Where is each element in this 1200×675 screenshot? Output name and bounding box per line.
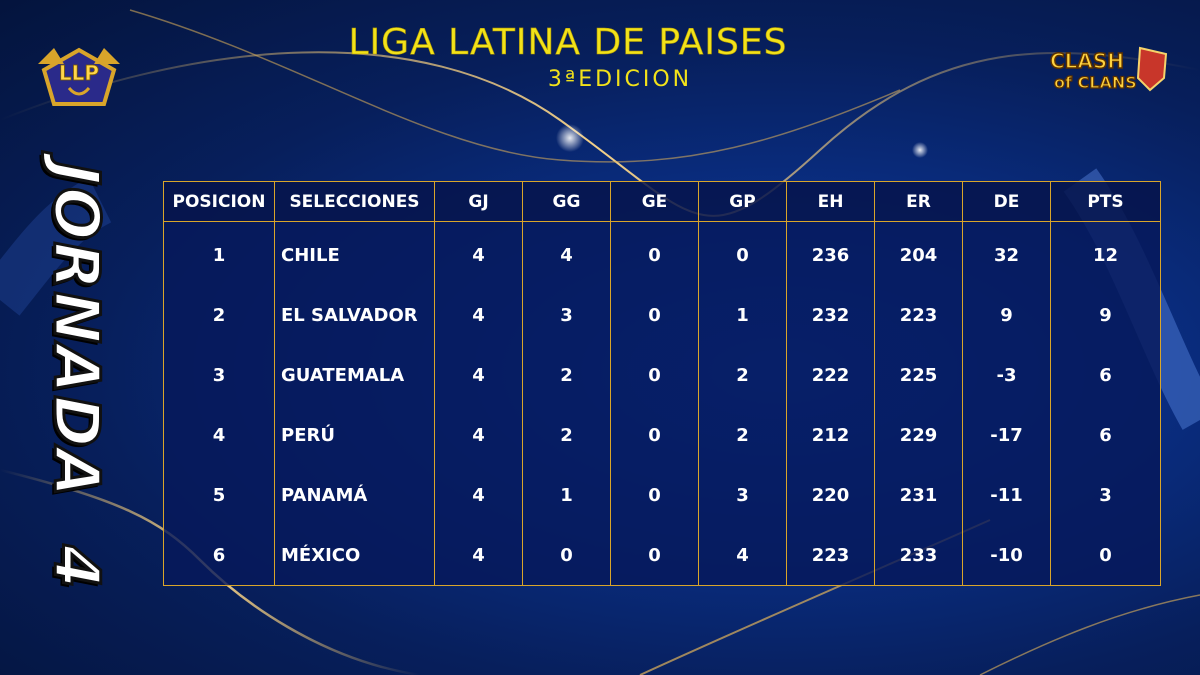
table-row: 6 MÉXICO 4 0 0 4 223 233 -10 0 [163, 525, 1161, 586]
col-header-selecciones: SELECCIONES [274, 181, 435, 222]
cell-er: 225 [874, 345, 963, 405]
standings-table: POSICION SELECCIONES GJ GG GE GP EH ER D… [163, 181, 1161, 586]
cell-posicion: 3 [163, 345, 275, 405]
cell-gg: 0 [522, 525, 611, 586]
cell-gj: 4 [434, 221, 523, 285]
cell-posicion: 2 [163, 285, 275, 345]
cell-de: -17 [962, 405, 1051, 465]
table-row: 5 PANAMÁ 4 1 0 3 220 231 -11 3 [163, 465, 1161, 525]
cell-er: 229 [874, 405, 963, 465]
cell-er: 223 [874, 285, 963, 345]
cell-er: 233 [874, 525, 963, 586]
cell-gp: 3 [698, 465, 787, 525]
table-header-row: POSICION SELECCIONES GJ GG GE GP EH ER D… [163, 181, 1161, 222]
cell-ge: 0 [610, 525, 699, 586]
cell-gg: 3 [522, 285, 611, 345]
table-row: 3 GUATEMALA 4 2 0 2 222 225 -3 6 [163, 345, 1161, 405]
col-header-eh: EH [786, 181, 875, 222]
cell-seleccion: CHILE [274, 221, 435, 285]
cell-seleccion: GUATEMALA [274, 345, 435, 405]
cell-eh: 212 [786, 405, 875, 465]
col-header-pts: PTS [1050, 181, 1161, 222]
cell-gp: 1 [698, 285, 787, 345]
cell-gg: 4 [522, 221, 611, 285]
col-header-gj: GJ [434, 181, 523, 222]
cell-eh: 223 [786, 525, 875, 586]
cell-ge: 0 [610, 405, 699, 465]
cell-gg: 2 [522, 345, 611, 405]
cell-gp: 2 [698, 345, 787, 405]
cell-eh: 220 [786, 465, 875, 525]
cell-de: 9 [962, 285, 1051, 345]
table-row: 2 EL SALVADOR 4 3 0 1 232 223 9 9 [163, 285, 1161, 345]
col-header-ge: GE [610, 181, 699, 222]
cell-pts: 12 [1050, 221, 1161, 285]
table-row: 1 CHILE 4 4 0 0 236 204 32 12 [163, 221, 1161, 285]
cell-pts: 6 [1050, 405, 1161, 465]
cell-de: -10 [962, 525, 1051, 586]
cell-gg: 2 [522, 405, 611, 465]
cell-gp: 0 [698, 221, 787, 285]
cell-er: 204 [874, 221, 963, 285]
cell-ge: 0 [610, 345, 699, 405]
cell-de: 32 [962, 221, 1051, 285]
svg-text:of CLANS: of CLANS [1054, 73, 1137, 92]
llp-league-logo: LLP [38, 47, 120, 106]
edition-subtitle: 3ªEDICION [547, 67, 693, 92]
cell-pts: 3 [1050, 465, 1161, 525]
cell-seleccion: MÉXICO [274, 525, 435, 586]
jornada-number: 4 [39, 543, 115, 589]
col-header-gp: GP [698, 181, 787, 222]
jornada-word: JORNADA [39, 161, 115, 501]
cell-eh: 222 [786, 345, 875, 405]
cell-gp: 2 [698, 405, 787, 465]
cell-posicion: 1 [163, 221, 275, 285]
cell-gj: 4 [434, 405, 523, 465]
page-title: LIGA LATINA DE PAISES [348, 22, 788, 64]
cell-pts: 6 [1050, 345, 1161, 405]
cell-gj: 4 [434, 525, 523, 586]
col-header-er: ER [874, 181, 963, 222]
cell-seleccion: PERÚ [274, 405, 435, 465]
cell-de: -3 [962, 345, 1051, 405]
col-header-posicion: POSICION [163, 181, 275, 222]
cell-gg: 1 [522, 465, 611, 525]
cell-pts: 9 [1050, 285, 1161, 345]
jornada-label: JORNADA 4 [32, 150, 115, 600]
cell-pts: 0 [1050, 525, 1161, 586]
cell-ge: 0 [610, 285, 699, 345]
table-row: 4 PERÚ 4 2 0 2 212 229 -17 6 [163, 405, 1161, 465]
cell-gp: 4 [698, 525, 787, 586]
clash-of-clans-logo: CLASH of CLANS [1049, 46, 1168, 93]
cell-gj: 4 [434, 465, 523, 525]
cell-eh: 232 [786, 285, 875, 345]
cell-posicion: 6 [163, 525, 275, 586]
cell-posicion: 5 [163, 465, 275, 525]
svg-text:CLASH: CLASH [1050, 49, 1124, 73]
cell-eh: 236 [786, 221, 875, 285]
cell-seleccion: EL SALVADOR [274, 285, 435, 345]
svg-text:LLP: LLP [59, 61, 99, 85]
cell-gj: 4 [434, 345, 523, 405]
cell-de: -11 [962, 465, 1051, 525]
cell-posicion: 4 [163, 405, 275, 465]
cell-gj: 4 [434, 285, 523, 345]
col-header-gg: GG [522, 181, 611, 222]
cell-ge: 0 [610, 221, 699, 285]
cell-seleccion: PANAMÁ [274, 465, 435, 525]
cell-er: 231 [874, 465, 963, 525]
col-header-de: DE [962, 181, 1051, 222]
cell-ge: 0 [610, 465, 699, 525]
